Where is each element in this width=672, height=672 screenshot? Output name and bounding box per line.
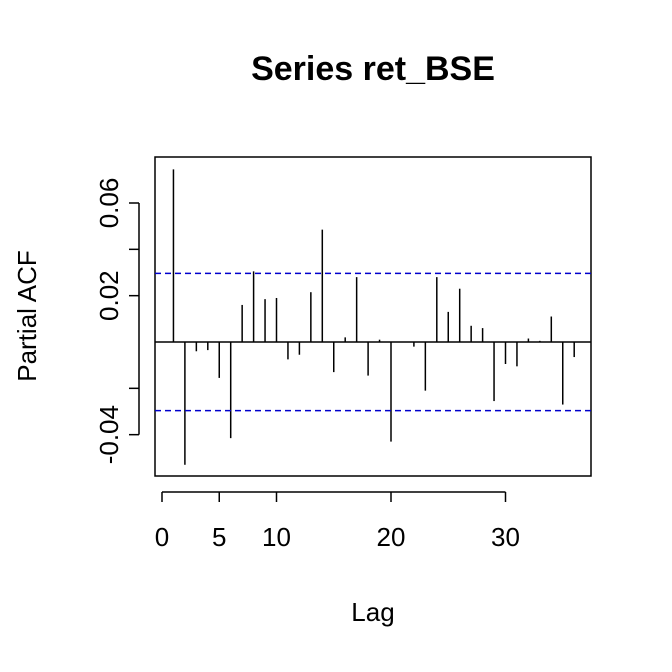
plot-box [154, 156, 592, 477]
pacf-bars [172, 169, 575, 465]
y-tick-label: 0.02 [94, 270, 124, 321]
x-tick-label: 20 [377, 522, 406, 552]
chart-title: Series ret_BSE [251, 50, 495, 88]
reference-lines [155, 272, 591, 412]
x-tick-label: 5 [212, 522, 226, 552]
x-tick-label: 30 [491, 522, 520, 552]
y-tick-label: -0.04 [94, 405, 124, 464]
x-tick-label: 0 [155, 522, 169, 552]
x-axis-label: Lag [351, 597, 394, 627]
y-axis: -0.04 0.02 0.06 [94, 178, 140, 464]
y-axis-label: Partial ACF [12, 250, 42, 382]
y-tick-label: 0.06 [94, 178, 124, 229]
x-tick-label: 10 [262, 522, 291, 552]
x-axis: 0 5 10 20 30 [155, 491, 520, 552]
